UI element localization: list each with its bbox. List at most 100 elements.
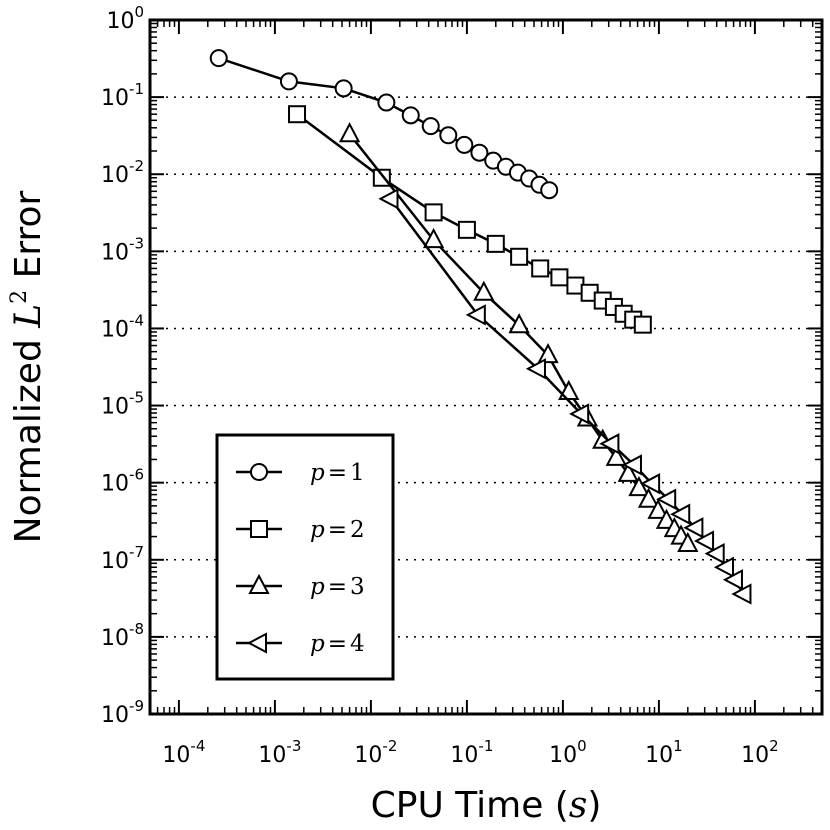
x-tick-exponent: -3	[286, 737, 301, 755]
data-point-triangle-left	[525, 358, 546, 380]
y-tick-exponent: -3	[129, 234, 144, 252]
data-point-square	[633, 315, 652, 334]
data-point-triangle-up	[647, 498, 669, 519]
series-4	[378, 188, 752, 605]
x-tick-label: 10-2	[354, 737, 397, 768]
data-point-triangle-left	[378, 188, 399, 210]
legend-num: 4	[350, 631, 365, 657]
x-tick-base: 10	[549, 743, 577, 768]
legend-num: 1	[350, 460, 365, 486]
y-tick-base: 10	[106, 9, 134, 34]
plot-frame	[148, 18, 824, 716]
y-tick-exponent: 0	[134, 3, 144, 21]
y-tick-exponent: -6	[129, 466, 144, 484]
data-point-triangle-left	[722, 569, 743, 591]
legend-op: =	[328, 574, 347, 600]
data-point-square	[288, 105, 307, 124]
y-tick-exponent: -4	[129, 311, 144, 329]
x-tick-label: 10-3	[258, 737, 301, 768]
data-point-triangle-up	[473, 280, 495, 301]
y-tick-label: 10-5	[101, 389, 144, 420]
legend-entry: p = 3	[236, 573, 365, 600]
y-tick-base: 10	[101, 317, 129, 342]
data-point-triangle-left	[704, 543, 725, 565]
y-tick-base: 10	[101, 240, 129, 265]
legend-op: =	[328, 517, 347, 543]
y-tick-label: 10-9	[101, 697, 144, 728]
data-point-circle	[455, 135, 474, 154]
series-group	[209, 49, 752, 605]
data-point-circle	[334, 79, 353, 98]
data-point-triangle-up	[617, 461, 639, 482]
x-tick-exponent: -4	[190, 737, 205, 755]
data-point-triangle-up	[637, 487, 660, 508]
x-tick-base: 10	[741, 743, 769, 768]
y-tick-label: 10-8	[101, 620, 144, 651]
y-tick-base: 10	[101, 472, 129, 497]
data-point-triangle-up	[605, 445, 627, 466]
legend-marker-square	[250, 520, 268, 538]
data-point-triangle-left	[656, 488, 677, 510]
x-tick-base: 10	[354, 743, 382, 768]
y-tick-exponent: -7	[129, 543, 144, 561]
y-tick-base: 10	[101, 626, 129, 651]
y-tick-label: 10-6	[101, 466, 144, 497]
y-tick-base: 10	[101, 86, 129, 111]
data-point-triangle-up	[537, 343, 559, 364]
legend-marker-triangle-up	[248, 573, 270, 594]
x-tick-label: 10-1	[450, 737, 493, 768]
y-tick-label: 10-3	[101, 234, 144, 265]
data-point-triangle-left	[683, 517, 704, 539]
x-tick-exponent: -1	[478, 737, 493, 755]
data-point-triangle-left	[670, 503, 691, 525]
y-tick-exponent: -8	[129, 620, 144, 638]
y-tick-label: 10-4	[101, 311, 144, 342]
x-tick-label: 100	[549, 737, 587, 768]
data-point-triangle-left	[569, 403, 590, 425]
x-tick-exponent: -2	[382, 737, 397, 755]
y-tick-label: 10-7	[101, 543, 144, 574]
data-point-circle	[279, 72, 298, 91]
legend-entry: p = 2	[236, 517, 365, 543]
series-1	[209, 49, 559, 200]
y-tick-exponent: -5	[129, 389, 144, 407]
data-point-circle	[377, 93, 396, 112]
x-tick-exponent: 0	[577, 737, 587, 755]
x-tick-base: 10	[645, 743, 673, 768]
data-point-circle	[470, 143, 489, 162]
legend-label: p = 1	[310, 460, 365, 486]
data-point-triangle-up	[338, 122, 361, 143]
legend-op: =	[328, 460, 347, 486]
series-3	[338, 122, 699, 553]
y-tick-base: 10	[101, 163, 129, 188]
data-point-triangle-left	[731, 583, 752, 605]
legend-num: 3	[350, 574, 365, 600]
legend-box	[215, 433, 395, 681]
data-point-triangle-up	[677, 531, 699, 553]
x-tick-exponent: 1	[673, 737, 683, 755]
data-point-square	[550, 268, 569, 287]
data-point-square	[510, 247, 529, 266]
data-point-triangle-left	[599, 433, 620, 455]
data-point-triangle-left	[639, 473, 661, 495]
data-point-circle	[540, 181, 559, 200]
legend: p = 1p = 2p = 3p = 4	[215, 433, 395, 681]
data-point-square	[424, 203, 443, 222]
axis-ticks: 10010-110-210-310-410-510-610-710-810-91…	[101, 3, 822, 768]
legend-entry: p = 1	[236, 460, 365, 486]
x-tick-label: 102	[741, 737, 779, 768]
legend-label: p = 4	[310, 631, 365, 657]
legend-var: p	[310, 460, 325, 486]
y-axis-title: Normalized L2 Error	[7, 190, 49, 543]
y-tick-label: 100	[106, 3, 144, 34]
y-tick-label: 10-1	[101, 80, 144, 111]
legend-entry: p = 4	[236, 631, 365, 657]
data-point-circle	[209, 49, 228, 68]
y-tick-base: 10	[101, 703, 129, 728]
data-point-triangle-up	[422, 227, 445, 249]
data-point-triangle-left	[713, 556, 734, 578]
data-point-triangle-left	[621, 454, 642, 476]
legend-var: p	[310, 574, 325, 600]
x-tick-base: 10	[258, 743, 286, 768]
